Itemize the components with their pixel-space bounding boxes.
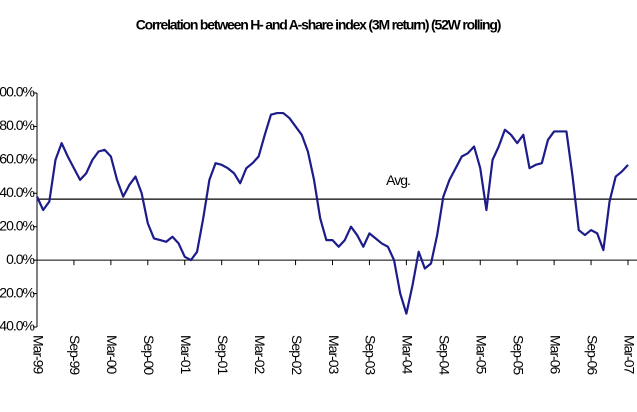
x-tick-label: Mar-02	[252, 335, 268, 375]
average-label: Avg.	[386, 172, 410, 188]
x-tick-label: Mar-01	[178, 335, 194, 375]
y-tick-label: 20.0%	[0, 217, 35, 233]
x-tick-label: Sep-99	[67, 335, 83, 375]
x-tick-label: Sep-02	[289, 335, 305, 375]
x-tick-label: Sep-03	[363, 335, 379, 375]
x-tick-label: Mar-04	[400, 335, 416, 375]
x-tick-label: Mar-06	[547, 335, 563, 375]
x-tick-label: Mar-05	[474, 335, 490, 375]
y-tick-label: -20.0%	[0, 284, 35, 300]
x-tick-label: Sep-01	[215, 335, 231, 375]
y-tick-label: 60.0%	[0, 151, 35, 167]
x-tick-label: Sep-06	[584, 335, 600, 375]
x-tick-label: Mar-07	[621, 335, 637, 375]
x-tick-label: Sep-00	[141, 335, 157, 375]
data-line	[36, 111, 629, 315]
y-tick-label: 0.0%	[6, 251, 34, 267]
y-tick-label: -40.0%	[0, 318, 35, 334]
chart-title: Correlation between H- and A-share index…	[136, 17, 501, 33]
y-tick-label: 100.0%	[0, 84, 35, 100]
y-tick-label: 40.0%	[0, 184, 35, 200]
x-tick-label: Mar-03	[326, 335, 342, 375]
y-tick-label: 80.0%	[0, 117, 35, 133]
x-tick-label: Mar-99	[30, 335, 46, 375]
x-tick-label: Mar-00	[104, 335, 120, 375]
x-tick-label: Sep-04	[437, 335, 453, 375]
x-tick-label: Sep-05	[510, 335, 526, 375]
